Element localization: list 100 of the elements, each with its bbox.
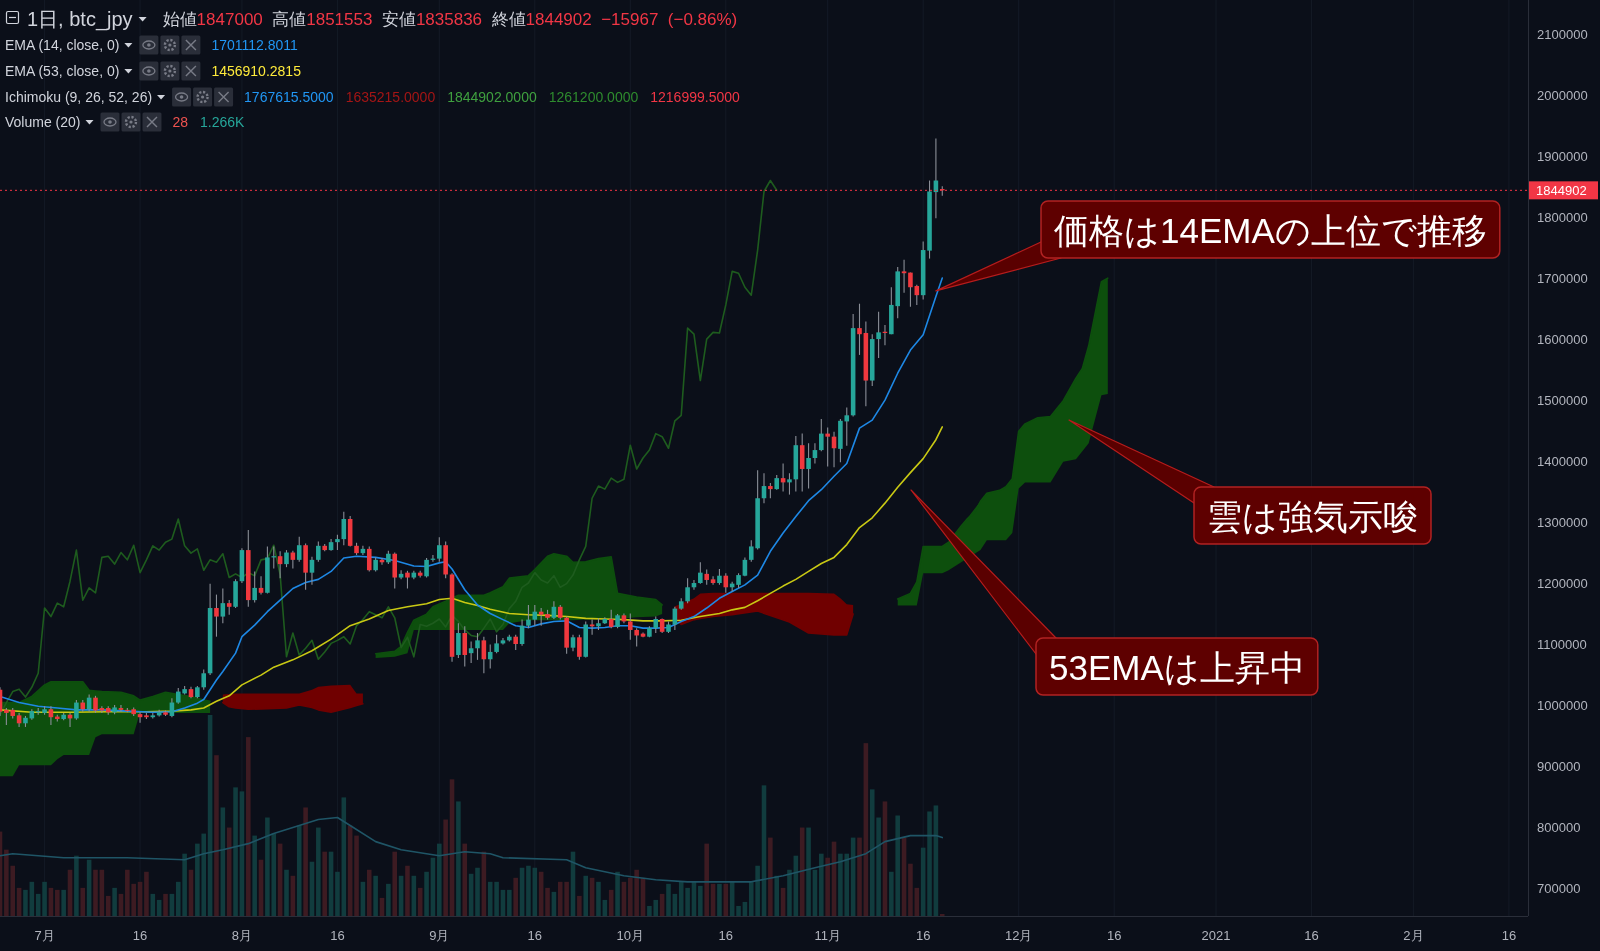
annotation: Ichimoku (9, 26, 52, 26): [5, 89, 153, 105]
x-tick-label: 16: [1304, 927, 1319, 943]
bar: [80, 887, 86, 916]
candlestick: [876, 311, 881, 359]
x-tick-label: 16: [527, 927, 543, 943]
candlestick: [589, 619, 595, 636]
text: 始値1847000 高値1851553 安値1835836 終値1844902 −15967 (−0.86%): [162, 9, 738, 29]
bar: [322, 851, 327, 916]
ref-line-label: 1844902: [1536, 182, 1587, 198]
bar: [825, 857, 830, 916]
candlestick: [494, 634, 499, 654]
candlestick: [456, 622, 461, 659]
bar: [252, 835, 257, 916]
annotation: EMA (14, close, 0): [5, 37, 120, 53]
candlestick: [577, 634, 582, 661]
y-tick-label: 1300000: [1537, 515, 1588, 531]
bar: [666, 883, 671, 916]
bar: [93, 869, 98, 916]
x-tick-label: 10月: [616, 927, 645, 943]
bar: [366, 869, 372, 916]
candlestick: [252, 570, 257, 604]
bar: [112, 887, 117, 916]
bar: [354, 835, 359, 916]
annotation: 1456910.2815: [211, 63, 302, 79]
bar: [704, 843, 709, 916]
annotation: 1635215.0000: [345, 89, 436, 105]
candlestick: [628, 612, 633, 641]
annotation: 雲は強気示唆: [1207, 497, 1418, 536]
bar: [144, 871, 149, 916]
bar: [284, 869, 289, 916]
candlestick: [685, 577, 690, 604]
annotation: 1216999.5000: [650, 89, 741, 105]
annotation: 価格は14EMAの上位で推移: [1054, 211, 1487, 250]
annotation: EMA (53, close, 0): [5, 63, 120, 79]
bar: [787, 869, 792, 916]
x-tick-label: 2月: [1403, 927, 1424, 943]
bar: [698, 885, 703, 916]
bar: [335, 871, 340, 916]
x-tick-label: 16: [132, 927, 148, 943]
bar: [717, 883, 722, 916]
candlestick: [296, 536, 302, 563]
bar: [513, 877, 518, 916]
candlestick: [710, 575, 716, 586]
x-tick-label: 16: [915, 927, 931, 943]
annotation: Volume (20): [5, 114, 81, 130]
bar: [42, 881, 47, 916]
candlestick: [220, 587, 226, 624]
y-tick-label: 700000: [1537, 881, 1581, 897]
candlestick: [74, 699, 79, 721]
candlestick: [634, 627, 639, 647]
x-tick-label: 16: [330, 927, 345, 943]
bar: [583, 875, 589, 916]
bar: [507, 889, 512, 916]
candlestick: [398, 569, 404, 580]
bar: [819, 853, 824, 916]
bar: [908, 863, 913, 916]
bar: [577, 895, 582, 916]
bar: [55, 889, 60, 916]
annotation: 53EMAは上昇中: [1049, 648, 1305, 687]
x-tick-label: 7月: [34, 927, 55, 943]
y-tick-label: 1900000: [1537, 149, 1588, 165]
x-tick-label: 16: [1106, 927, 1122, 943]
line-series: [0, 179, 778, 716]
bar: [596, 881, 601, 916]
annotation: 1261200.0000: [548, 89, 639, 105]
bar: [246, 737, 251, 916]
bar: [163, 893, 168, 916]
candlestick: [258, 575, 264, 596]
bar: [424, 871, 429, 916]
bar: [61, 889, 66, 916]
annotation: 1701112.8011: [211, 37, 299, 53]
annotation: 1844902.0000: [447, 89, 537, 105]
bar: [443, 819, 448, 916]
bar: [373, 875, 378, 916]
y-tick-label: 1800000: [1537, 210, 1588, 226]
bar: [475, 867, 480, 916]
candlestick: [475, 632, 480, 661]
bar: [386, 883, 391, 916]
y-tick-label: 1200000: [1537, 576, 1588, 592]
y-tick-label: 1500000: [1537, 393, 1588, 409]
annotation: 1767615.5000: [244, 89, 334, 105]
bar: [526, 865, 531, 916]
y-tick-label: 2000000: [1537, 88, 1588, 104]
bar: [939, 913, 945, 916]
candlestick: [468, 641, 474, 664]
candlestick: [392, 551, 398, 590]
bar: [927, 811, 932, 916]
bar: [462, 843, 468, 916]
candlestick: [201, 669, 207, 691]
annotation: 28: [172, 114, 189, 130]
y-tick-label: 1600000: [1537, 332, 1588, 348]
x-tick-label: 9月: [429, 927, 450, 943]
x-tick-label: 11月: [814, 927, 841, 943]
candlestick: [825, 426, 830, 468]
bar: [736, 905, 741, 916]
bar: [74, 855, 79, 916]
bar: [405, 865, 410, 916]
y-tick-label: 900000: [1537, 759, 1581, 775]
line-series: [0, 277, 944, 714]
candlestick: [462, 625, 468, 668]
